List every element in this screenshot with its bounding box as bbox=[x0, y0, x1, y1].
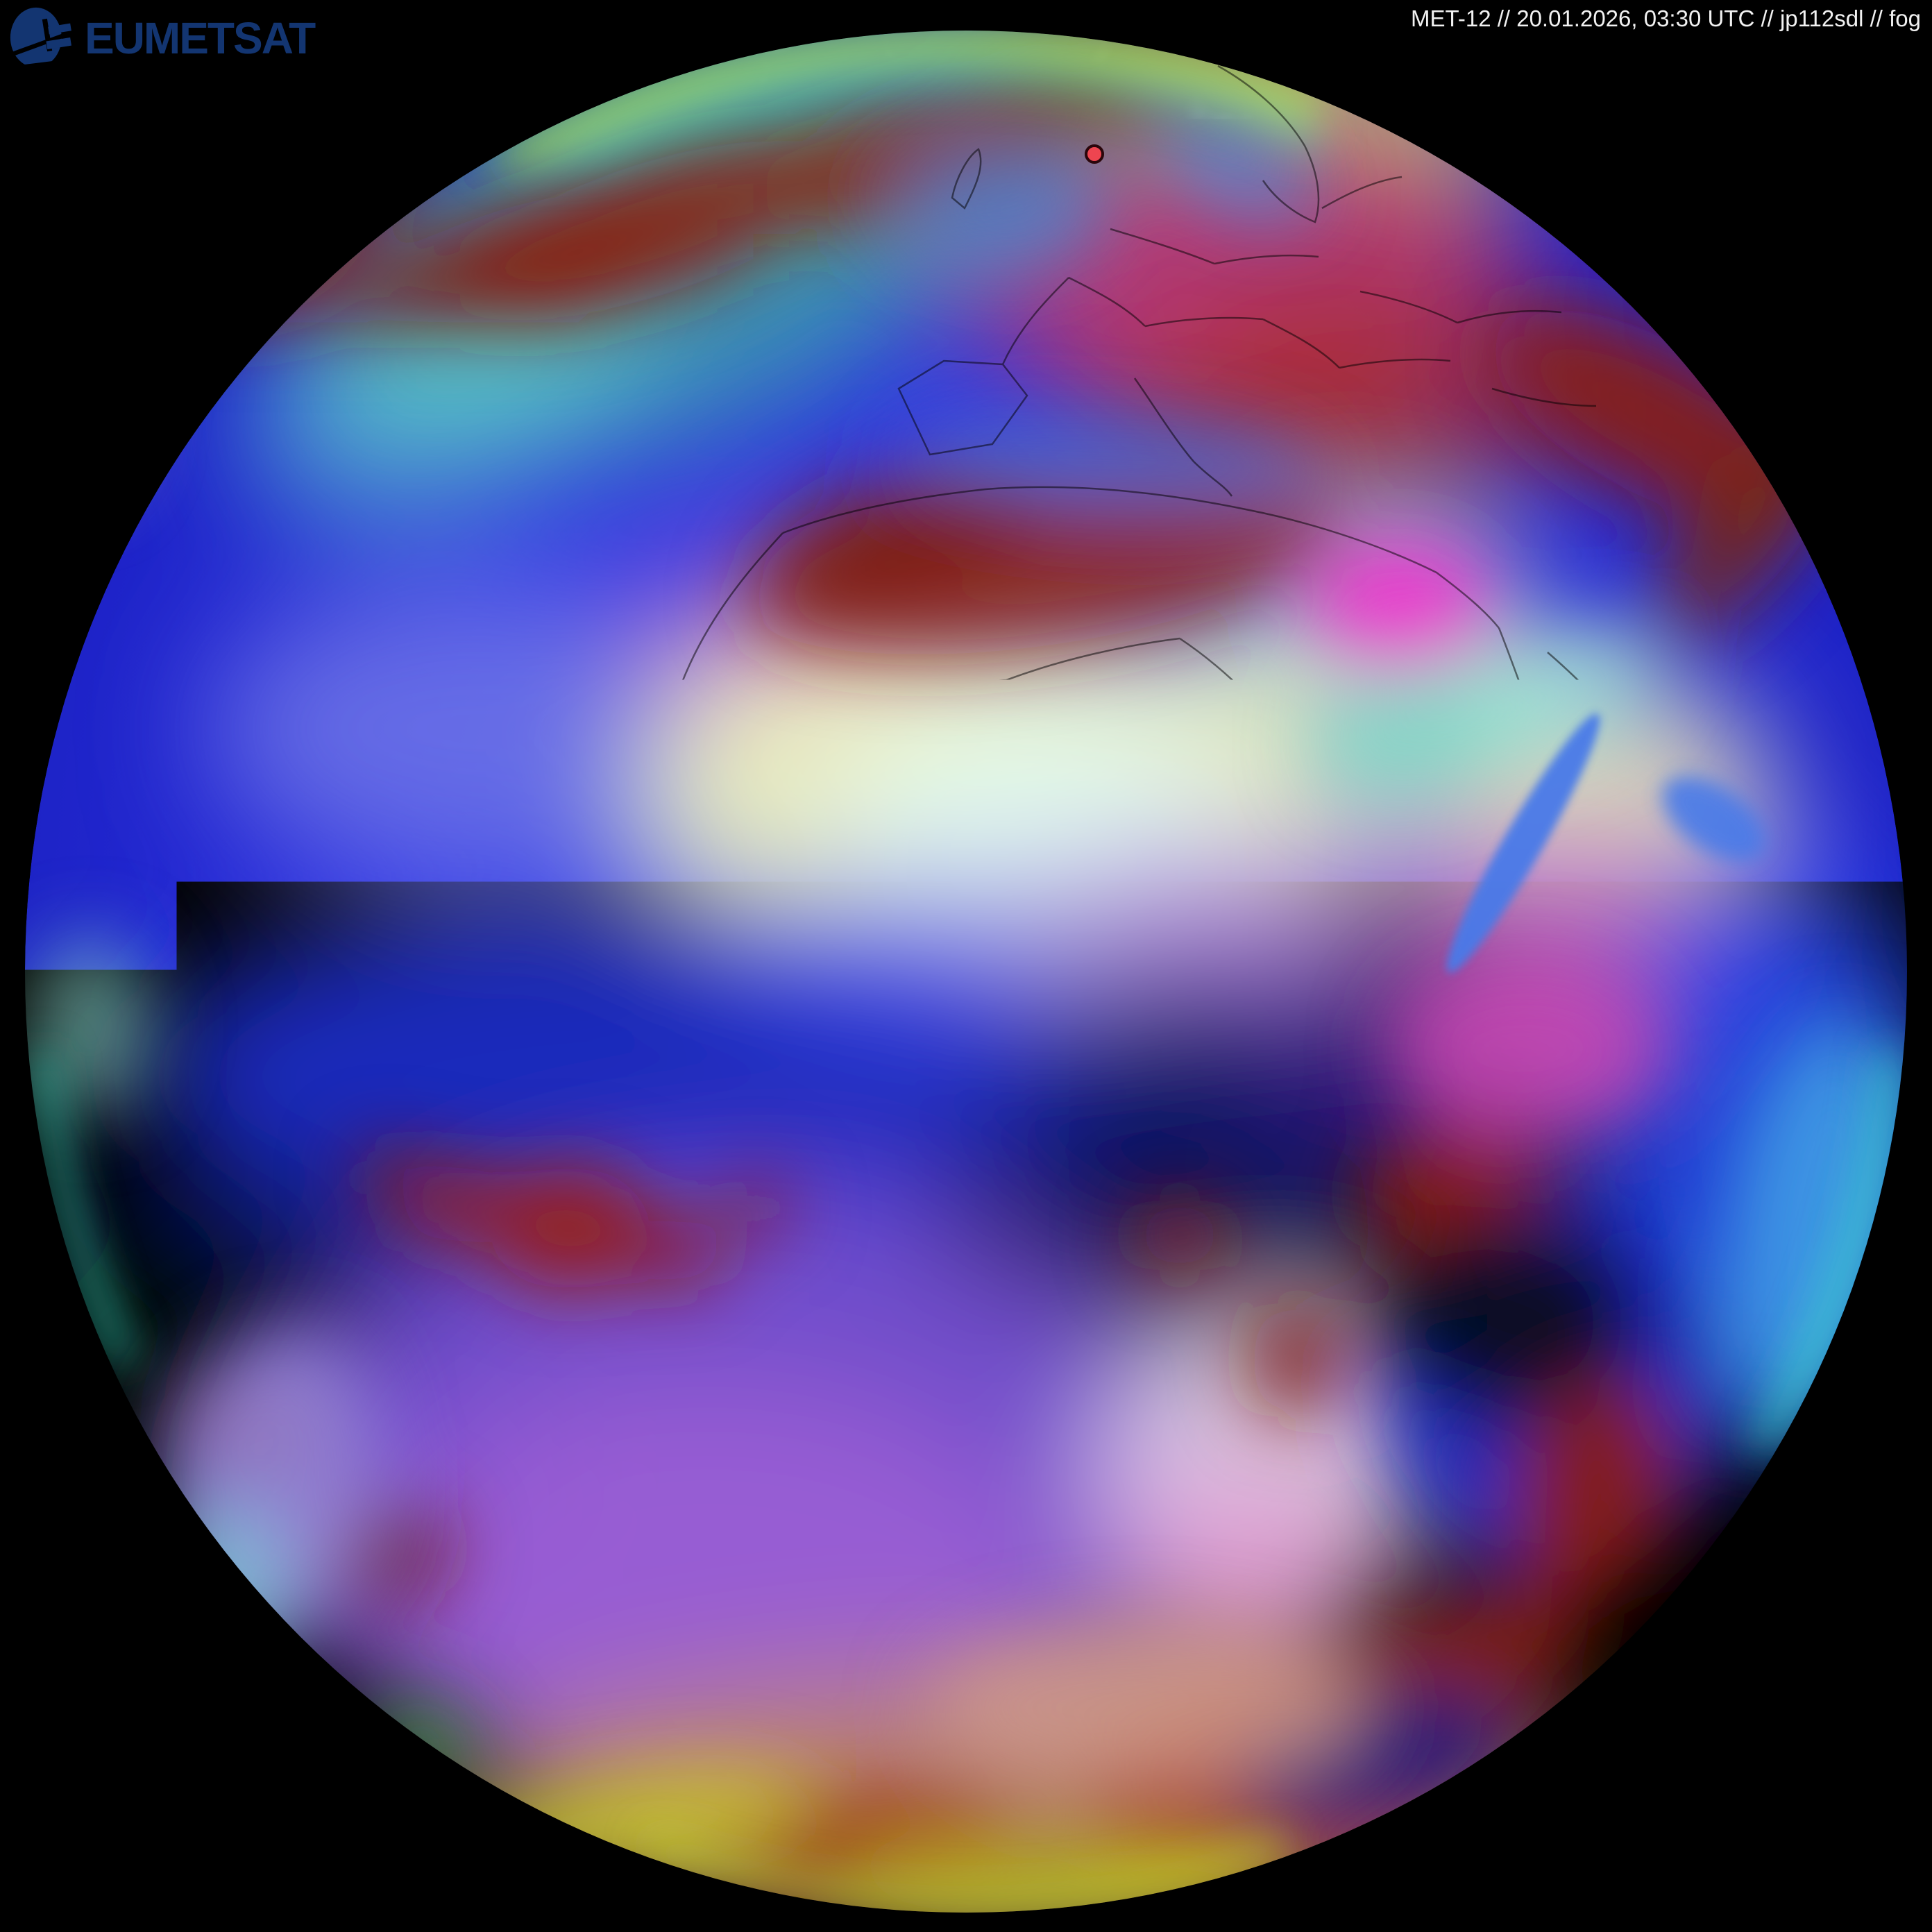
image-caption: MET-12 // 20.01.2026, 03:30 UTC // jp112… bbox=[1411, 6, 1921, 32]
earth-full-disc-image bbox=[0, 0, 1932, 1932]
earth-disc bbox=[0, 0, 1932, 1919]
eumetsat-logo-icon bbox=[10, 4, 72, 72]
eumetsat-logo-text: EUMETSAT bbox=[85, 16, 314, 60]
south-atlantic-mottle bbox=[139, 1180, 1249, 1874]
satellite-image-page: EUMETSAT MET-12 // 20.01.2026, 03:30 UTC… bbox=[0, 0, 1932, 1932]
eumetsat-logo: EUMETSAT bbox=[10, 4, 314, 72]
location-marker bbox=[1086, 146, 1103, 162]
